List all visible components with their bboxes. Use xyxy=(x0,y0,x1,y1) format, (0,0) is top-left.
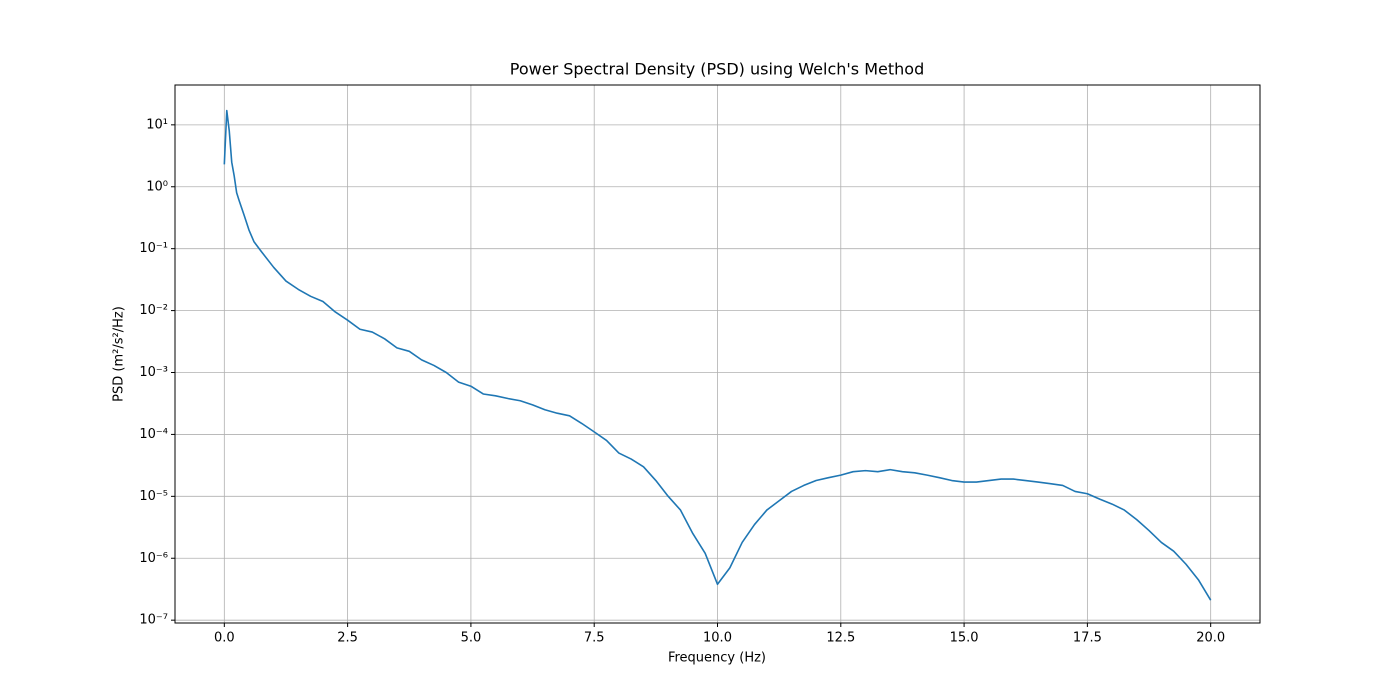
x-tick-label: 10.0 xyxy=(703,631,732,646)
y-tick-label: 10⁻⁶ xyxy=(139,551,168,566)
y-axis-label: PSD (m²/s²/Hz) xyxy=(112,306,127,402)
x-tick-label: 20.0 xyxy=(1196,631,1225,646)
y-tick-label: 10⁻¹ xyxy=(139,241,168,256)
y-tick-label: 10⁻³ xyxy=(139,365,168,380)
y-tick-label: 10⁰ xyxy=(146,179,168,194)
x-tick-label: 12.5 xyxy=(826,631,855,646)
y-tick-label: 10⁻⁷ xyxy=(139,613,168,628)
x-tick-label: 0.0 xyxy=(214,631,235,646)
x-tick-label: 2.5 xyxy=(337,631,358,646)
x-axis-label: Frequency (Hz) xyxy=(668,651,766,666)
x-tick-label: 5.0 xyxy=(461,631,482,646)
plot-area xyxy=(223,109,1212,601)
line-series xyxy=(223,109,1212,601)
chart-title: Power Spectral Density (PSD) using Welch… xyxy=(510,60,924,79)
grid xyxy=(175,85,1260,623)
x-tick-label: 15.0 xyxy=(950,631,979,646)
y-tick-label: 10⁻² xyxy=(139,303,168,318)
y-tick-label: 10¹ xyxy=(146,117,168,132)
y-tick-label: 10⁻⁵ xyxy=(139,489,168,504)
x-tick-label: 17.5 xyxy=(1073,631,1102,646)
x-tick-label: 7.5 xyxy=(584,631,605,646)
y-tick-label: 10⁻⁴ xyxy=(139,427,168,442)
